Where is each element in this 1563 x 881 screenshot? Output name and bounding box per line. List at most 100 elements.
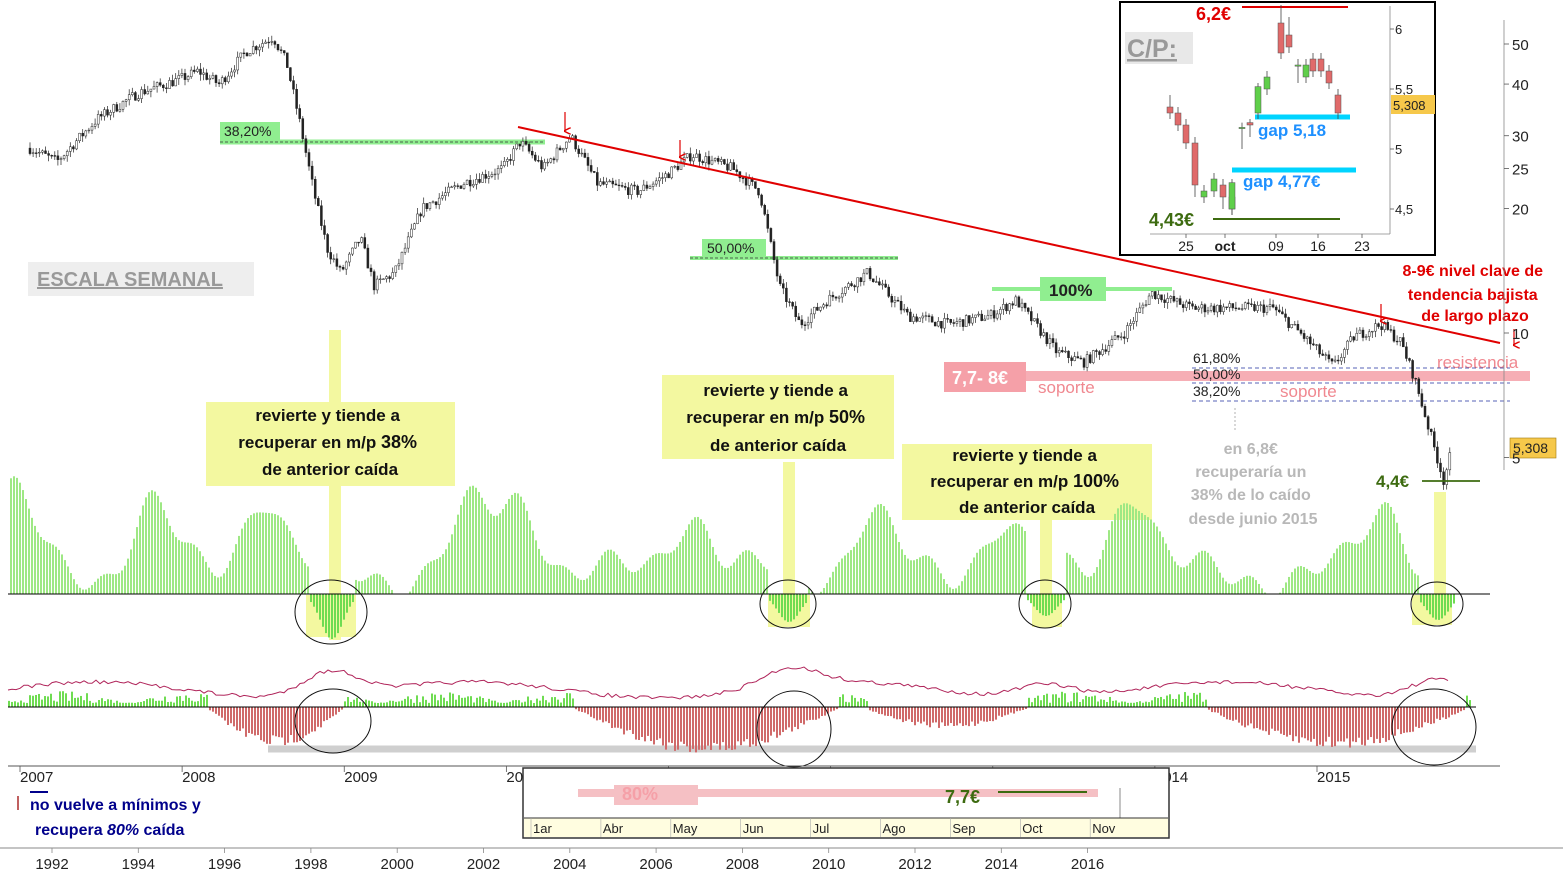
indicator-2-bar	[197, 701, 199, 707]
indicator-1-bar	[40, 537, 42, 594]
indicator-1-bar	[1186, 566, 1188, 594]
price-candle	[169, 80, 171, 88]
indicator-1-bar	[115, 574, 117, 594]
indicator-1-bar	[889, 517, 891, 594]
price-candle	[841, 293, 843, 297]
indicator-1-bar	[514, 493, 516, 594]
indicator-1-bar	[1075, 563, 1077, 594]
price-candle	[134, 93, 136, 101]
indicator-2-bar-negative	[1445, 707, 1447, 719]
price-candle	[1139, 308, 1141, 313]
price-candle	[875, 282, 877, 283]
indicator-2-bar	[35, 695, 37, 707]
price-candle	[1412, 360, 1414, 378]
weekly-x-label: 2007	[20, 769, 53, 786]
indicator-2-bar-negative	[1217, 707, 1219, 713]
indicator-1-bar	[676, 547, 678, 594]
price-candle	[671, 167, 673, 178]
indicator-1-bar	[355, 580, 357, 594]
indicator-1-bar-negative	[352, 594, 354, 602]
indicator-2-bar	[497, 702, 499, 707]
indicator-2-bar-negative	[302, 707, 304, 738]
indicator-1-bar	[661, 553, 663, 594]
indicator-2-bar	[353, 700, 355, 707]
indicator-2-bar	[494, 701, 496, 707]
price-candle	[367, 248, 369, 268]
price-candle	[866, 268, 868, 273]
indicator-1-bar-negative	[1432, 594, 1434, 618]
long-term-x-label: 2002	[467, 856, 500, 873]
indicator-1-bar	[643, 564, 645, 594]
indicator-2-bar	[1160, 697, 1162, 707]
price-candle	[686, 154, 688, 158]
indicator-1-bar	[895, 534, 897, 594]
indicator-1-bar	[997, 538, 999, 594]
indicator-1-bar	[190, 543, 192, 594]
price-candle	[41, 151, 43, 152]
indicator-2-bar-negative	[1343, 707, 1345, 742]
price-candle	[742, 178, 744, 179]
price-candle	[661, 178, 663, 179]
indicator-2-bar-negative	[884, 707, 886, 716]
price-candle	[1257, 305, 1259, 310]
price-candle	[565, 142, 567, 148]
price-candle	[1399, 338, 1401, 342]
price-candle	[913, 317, 915, 322]
annotation-100: revierte y tiende a recuperar en m/p 100…	[930, 446, 1123, 517]
price-candle	[599, 182, 601, 186]
price-candle	[1291, 324, 1293, 327]
price-candle	[376, 279, 378, 290]
long-term-x-label: 2012	[898, 856, 931, 873]
price-candle	[1353, 337, 1355, 340]
indicator-1-bar	[1138, 511, 1140, 594]
indicator-2-bar-negative	[989, 707, 991, 721]
inset-level-443-label: 4,43€	[1149, 210, 1194, 230]
inset-candle	[1211, 179, 1217, 191]
price-candle	[1201, 305, 1203, 308]
price-candle	[575, 136, 577, 149]
indicator-1-bar	[223, 573, 225, 594]
price-candle	[668, 174, 670, 178]
indicator-1-bar	[388, 585, 390, 594]
price-candle	[1170, 296, 1172, 298]
price-candle	[544, 162, 546, 169]
indicator-2-bar-negative	[1268, 707, 1270, 735]
indicator-2-bar-negative	[743, 707, 745, 741]
price-candle	[785, 288, 787, 302]
indicator-1-bar	[202, 556, 204, 594]
indicator-1-bar	[1099, 559, 1101, 594]
indicator-2-bar	[479, 696, 481, 707]
inset-candle	[1183, 125, 1189, 143]
price-candle	[534, 155, 536, 160]
price-candle	[1309, 337, 1311, 344]
indicator-1-bar	[292, 538, 294, 594]
indicator-2-bar-negative	[236, 707, 238, 730]
price-candle	[358, 242, 360, 243]
indicator-1-bar	[175, 537, 177, 594]
indicator-1-bar	[430, 561, 432, 594]
indicator-1-bar	[922, 556, 924, 594]
indicator-1-bar	[451, 534, 453, 594]
price-candle	[975, 315, 977, 317]
indicator-1-bar	[931, 558, 933, 594]
indicator-2-bar-negative	[242, 707, 244, 728]
price-candle	[348, 254, 350, 262]
indicator-1-bar-negative	[1420, 594, 1422, 602]
price-candle	[1111, 340, 1113, 346]
price-candle	[1421, 394, 1423, 407]
indicator-2-bar	[356, 698, 358, 707]
price-candle	[826, 305, 828, 306]
indicator-1-bar	[517, 493, 519, 594]
indicator-2-bar-negative	[1373, 707, 1375, 743]
indicator-1-bar	[361, 581, 363, 594]
price-candle	[379, 279, 381, 280]
price-candle	[1368, 332, 1370, 337]
indicator-1-bar	[1210, 556, 1212, 594]
indicator-2-bar	[203, 697, 205, 707]
indicator-2-bar-negative	[1412, 707, 1414, 732]
indicator-2-bar	[857, 702, 859, 707]
indicator-1-bar	[1183, 567, 1185, 594]
indicator-2-bar	[1154, 697, 1156, 707]
indicator-1-bar	[376, 573, 378, 594]
indicator-2-bar-negative	[1244, 707, 1246, 727]
